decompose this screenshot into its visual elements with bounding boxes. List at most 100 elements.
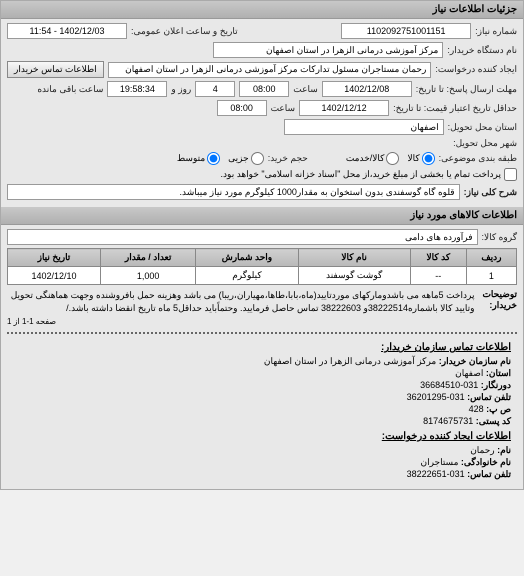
- sorting-radio-group: کالا کالا/خدمت: [346, 152, 435, 165]
- cell-qty: 1,000: [100, 267, 195, 285]
- panel-title: جزئیات اطلاعات نیاز: [1, 1, 523, 19]
- row-city: شهر محل تحویل:: [7, 138, 517, 149]
- sort-goods-radio[interactable]: [422, 152, 435, 165]
- contact-fax: دورنگار: 031-36684510: [13, 380, 511, 391]
- device-name-label: نام دستگاه خریدار:: [447, 45, 517, 56]
- contact-phone-label: تلفن تماس:: [467, 469, 511, 479]
- creator-phone: تلفن تماس: 031-38222651: [13, 469, 511, 480]
- details-panel: جزئیات اطلاعات نیاز شماره نیاز: تاریخ و …: [0, 0, 524, 490]
- partial-pay-label: پرداخت تمام یا بخشی از مبلغ خرید،از محل …: [221, 169, 501, 180]
- pobox-label: ص پ:: [486, 404, 511, 414]
- row-validity: حداقل تاریخ اعتبار قیمت: تا تاریخ: ساعت: [7, 100, 517, 116]
- validity-time-input[interactable]: [217, 100, 267, 116]
- goods-group-input[interactable]: [7, 229, 478, 245]
- cell-row: 1: [466, 267, 516, 285]
- family-value: مستاجران: [420, 457, 458, 467]
- size-radio-group: جزیی متوسط: [177, 152, 264, 165]
- phone-value: 031-36201295: [407, 392, 465, 402]
- name-label: نام:: [497, 445, 511, 455]
- row-sorting: طبقه بندی موضوعی: کالا کالا/خدمت حجم خری…: [7, 152, 517, 165]
- validity-label: حداقل تاریخ اعتبار قیمت: تا تاریخ:: [393, 103, 517, 114]
- size-medium-radio[interactable]: [207, 152, 220, 165]
- creator-name: نام: رحمان: [13, 445, 511, 456]
- fax-value: 031-36684510: [420, 380, 478, 390]
- row-desc: شرح کلی نیاز:: [7, 184, 517, 200]
- sort-service-option[interactable]: کالا/خدمت: [346, 152, 400, 165]
- sort-goods-option[interactable]: کالا: [407, 152, 434, 165]
- size-medium-option[interactable]: متوسط: [177, 152, 220, 165]
- city-label: شهر محل تحویل:: [453, 138, 517, 149]
- family-label: نام خانوادگی:: [461, 457, 511, 467]
- contact-postcode: کد پستی: 8174675731: [13, 416, 511, 427]
- col-date: تاریخ نیاز: [8, 249, 101, 267]
- validity-date-input[interactable]: [299, 100, 389, 116]
- device-name-input[interactable]: [213, 42, 443, 58]
- cell-name: گوشت گوسفند: [298, 267, 410, 285]
- org-name-value: مرکز آموزشی درمانی الزهرا در استان اصفها…: [264, 356, 436, 366]
- desc-label: شرح کلی نیاز:: [464, 187, 517, 198]
- postcode-value: 8174675731: [423, 416, 473, 426]
- time-label-1: ساعت: [293, 84, 318, 95]
- contact-phone-value: 031-38222651: [407, 469, 465, 479]
- row-request-number: شماره نیاز: تاریخ و ساعت اعلان عمومی:: [7, 23, 517, 39]
- size-small-label: جزیی: [228, 153, 249, 164]
- size-small-radio[interactable]: [251, 152, 264, 165]
- buyer-notes-label: توضیحات خریدار:: [478, 289, 517, 311]
- remaining-label: ساعت باقی مانده: [37, 84, 103, 95]
- phone-label: تلفن تماس:: [467, 392, 511, 402]
- contact-org-name: نام سازمان خریدار: مرکز آموزشی درمانی ال…: [13, 356, 511, 367]
- remaining-days-input: [195, 81, 235, 97]
- partial-pay-checkbox[interactable]: [504, 168, 517, 181]
- size-medium-label: متوسط: [177, 153, 205, 164]
- goods-table: ردیف کد کالا نام کالا واحد شمارش تعداد /…: [7, 248, 517, 285]
- col-qty: تعداد / مقدار: [100, 249, 195, 267]
- deadline-time-input[interactable]: [239, 81, 289, 97]
- creator-header: اطلاعات ایجاد کننده درخواست:: [13, 431, 511, 442]
- goods-section-title: اطلاعات کالاهای مورد نیاز: [1, 207, 523, 225]
- size-label: حجم خرید:: [268, 153, 308, 164]
- contact-province-value: اصفهان: [455, 368, 483, 378]
- time-label-2: ساعت: [271, 103, 296, 114]
- buyer-contact-button[interactable]: اطلاعات تماس خریدار: [7, 61, 104, 78]
- fax-label: دورنگار:: [481, 380, 511, 390]
- postcode-label: کد پستی:: [476, 416, 511, 426]
- deadline-label: مهلت ارسال پاسخ: تا تاریخ:: [416, 84, 517, 95]
- col-code: کد کالا: [410, 249, 466, 267]
- creator-label: ایجاد کننده درخواست:: [435, 64, 517, 75]
- goods-area: گروه کالا: ردیف کد کالا نام کالا واحد شم…: [1, 225, 523, 489]
- public-announce-input[interactable]: [7, 23, 127, 39]
- cell-date: 1402/12/10: [8, 267, 101, 285]
- row-partial-pay: پرداخت تمام یا بخشی از مبلغ خرید،از محل …: [7, 168, 517, 181]
- sort-goods-label: کالا: [407, 153, 419, 164]
- page-info: صفحه 1-1 از 1: [7, 317, 517, 326]
- col-row: ردیف: [466, 249, 516, 267]
- row-deadline: مهلت ارسال پاسخ: تا تاریخ: ساعت روز و سا…: [7, 81, 517, 97]
- row-province: استان محل تحویل:: [7, 119, 517, 135]
- col-unit: واحد شمارش: [196, 249, 298, 267]
- deadline-date-input[interactable]: [322, 81, 412, 97]
- sort-service-radio[interactable]: [386, 152, 399, 165]
- desc-input[interactable]: [7, 184, 460, 200]
- request-number-input[interactable]: [341, 23, 471, 39]
- size-small-option[interactable]: جزیی: [228, 152, 264, 165]
- row-buyer-notes: توضیحات خریدار: پرداخت 5ماهه می باشدومار…: [7, 289, 517, 314]
- form-area: شماره نیاز: تاریخ و ساعت اعلان عمومی: نا…: [1, 19, 523, 207]
- contact-header: اطلاعات تماس سازمان خریدار:: [13, 342, 511, 353]
- row-goods-group: گروه کالا:: [7, 229, 517, 245]
- contact-phone: تلفن تماس: 031-36201295: [13, 392, 511, 403]
- col-name: نام کالا: [298, 249, 410, 267]
- remaining-clock-input: [107, 81, 167, 97]
- cell-unit: کیلوگرم: [196, 267, 298, 285]
- sorting-label: طبقه بندی موضوعی:: [439, 153, 517, 164]
- province-label: استان محل تحویل:: [448, 122, 517, 133]
- day-label: روز و: [171, 84, 191, 95]
- province-input[interactable]: [284, 119, 444, 135]
- divider: [7, 332, 517, 334]
- name-value: رحمان: [470, 445, 494, 455]
- partial-pay-checkbox-item[interactable]: پرداخت تمام یا بخشی از مبلغ خرید،از محل …: [221, 168, 517, 181]
- buyer-notes-text: پرداخت 5ماهه می باشدومارکهای موردتایید(م…: [7, 289, 474, 314]
- public-announce-label: تاریخ و ساعت اعلان عمومی:: [131, 26, 238, 37]
- table-row[interactable]: 1 -- گوشت گوسفند کیلوگرم 1,000 1402/12/1…: [8, 267, 517, 285]
- creator-input[interactable]: [108, 62, 432, 78]
- contact-section: اطلاعات تماس سازمان خریدار: نام سازمان خ…: [7, 338, 517, 485]
